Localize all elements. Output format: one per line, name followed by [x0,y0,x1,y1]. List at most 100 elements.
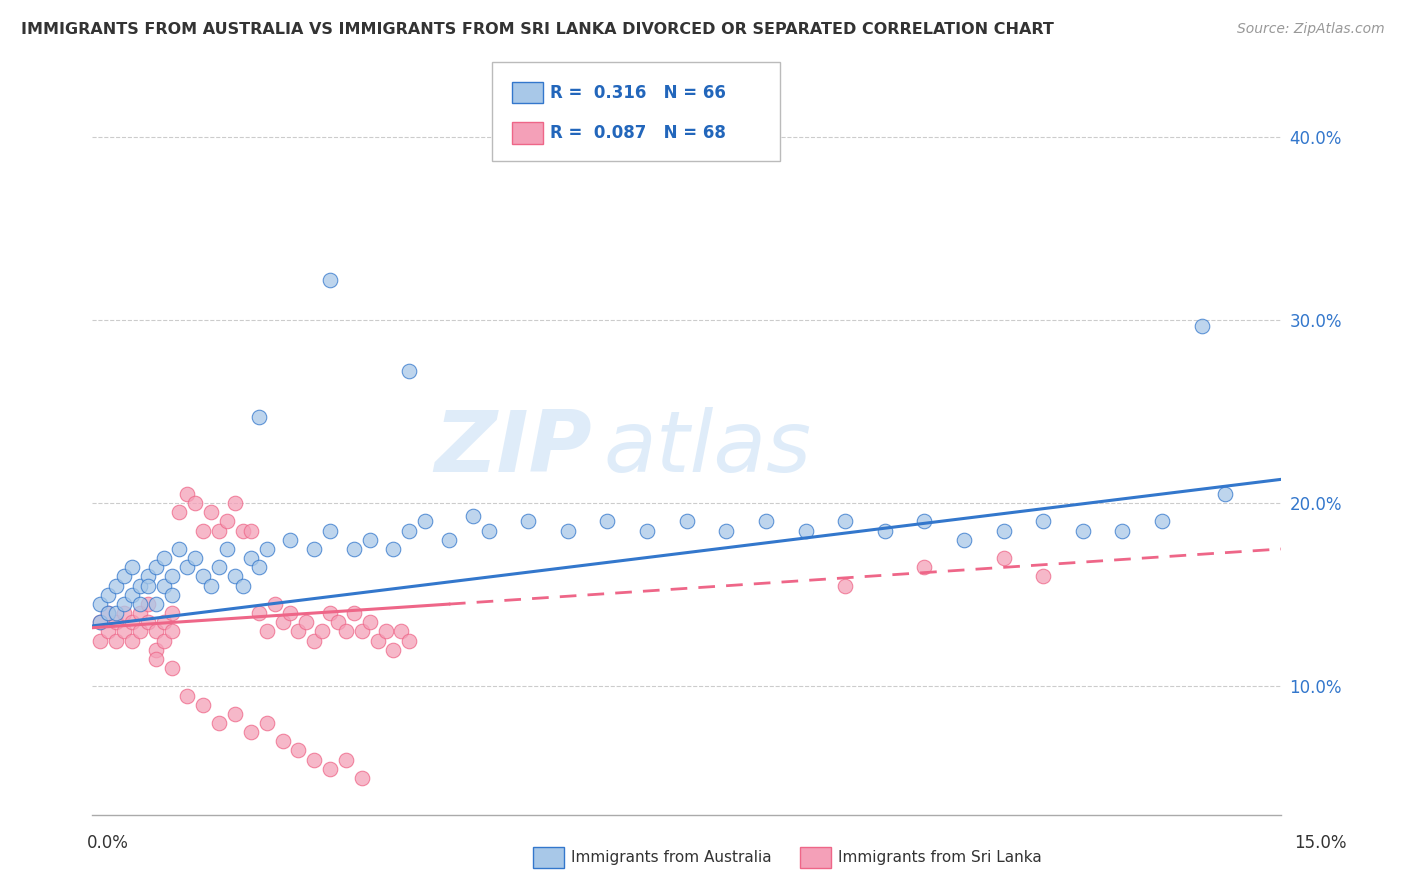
Point [200,505,222,519]
Point [105,579,128,593]
Point [193,698,215,712]
Point [367,633,389,648]
Text: 15.0%: 15.0% [1295,834,1347,852]
Point [557,524,579,538]
Point [335,624,357,639]
Point [169,505,191,519]
Point [247,560,270,574]
Point [335,753,357,767]
Point [97,624,120,639]
Point [160,569,183,583]
Point [1071,524,1094,538]
Point [280,606,302,620]
Point [873,524,896,538]
Point [176,560,198,574]
Point [319,606,342,620]
Point [160,606,183,620]
Point [319,273,342,287]
Point [461,508,484,523]
Point [97,606,120,620]
Point [176,689,198,703]
Point [755,515,778,529]
Point [912,515,935,529]
Point [912,560,935,574]
Point [359,615,381,630]
Point [398,524,420,538]
Point [239,524,262,538]
Point [145,652,167,666]
Point [145,624,167,639]
Point [636,524,658,538]
Point [200,579,222,593]
Point [145,642,167,657]
Point [287,624,309,639]
Point [89,615,111,630]
Point [247,410,270,425]
Point [112,569,135,583]
Text: IMMIGRANTS FROM AUSTRALIA VS IMMIGRANTS FROM SRI LANKA DIVORCED OR SEPARATED COR: IMMIGRANTS FROM AUSTRALIA VS IMMIGRANTS … [21,22,1054,37]
Point [319,762,342,776]
Text: Immigrants from Sri Lanka: Immigrants from Sri Lanka [838,850,1042,864]
Point [160,588,183,602]
Point [1032,515,1054,529]
Point [208,716,231,731]
Point [128,579,150,593]
Text: ZIP: ZIP [434,407,592,490]
Point [105,633,128,648]
Point [256,624,278,639]
Point [121,588,143,602]
Point [112,597,135,611]
Point [112,624,135,639]
Point [256,716,278,731]
Point [145,597,167,611]
Point [169,541,191,556]
Point [128,624,150,639]
Point [263,597,285,611]
Point [374,624,396,639]
Point [382,541,405,556]
Point [121,560,143,574]
Point [326,615,349,630]
Point [794,524,817,538]
Point [302,753,325,767]
Point [89,633,111,648]
Point [517,515,540,529]
Point [1152,515,1174,529]
Point [716,524,738,538]
Point [128,606,150,620]
Point [97,606,120,620]
Point [343,541,366,556]
Point [271,615,294,630]
Point [152,633,174,648]
Point [136,615,159,630]
Text: 0.0%: 0.0% [87,834,129,852]
Point [350,771,373,785]
Point [208,524,231,538]
Point [215,515,238,529]
Point [834,579,856,593]
Point [287,743,309,757]
Point [389,624,412,639]
Point [208,560,231,574]
Point [128,597,150,611]
Point [184,551,207,566]
Point [136,597,159,611]
Point [350,624,373,639]
Point [413,515,436,529]
Point [160,661,183,675]
Point [136,569,159,583]
Point [232,579,254,593]
Point [224,569,246,583]
Point [1215,487,1237,501]
Point [160,624,183,639]
Point [176,487,198,501]
Point [1111,524,1133,538]
Text: R =  0.316   N = 66: R = 0.316 N = 66 [550,84,725,102]
Point [993,551,1015,566]
Point [112,606,135,620]
Point [97,588,120,602]
Point [145,560,167,574]
Point [247,606,270,620]
Point [105,615,128,630]
Point [359,533,381,547]
